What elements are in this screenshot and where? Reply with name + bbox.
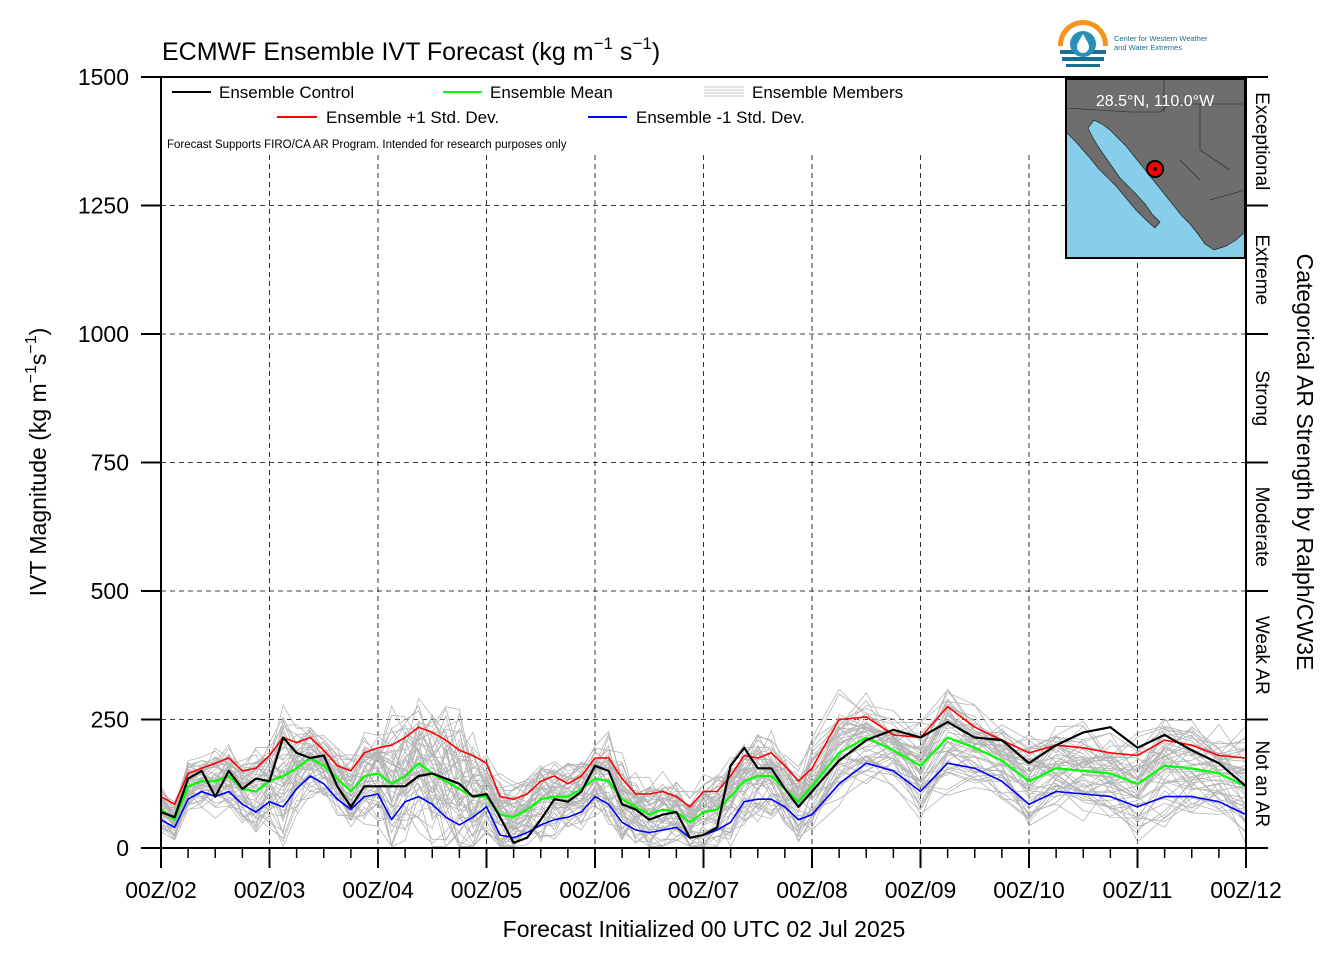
category-label: Strong [1251,370,1272,426]
x-tick-label: 00Z/02 [125,877,197,903]
x-axis-label: Forecast Initialized 00 UTC 02 Jul 2025 [503,916,906,942]
y-tick-label: 500 [91,578,129,604]
category-label: Not an AR [1251,740,1272,827]
logo-text-line1: Center for Western Weather [1114,34,1208,43]
member-line [160,748,1247,847]
y-tick-label: 1000 [78,321,129,347]
grid-lines [161,155,1246,848]
member-line [160,768,1247,848]
inset-map: 28.5°N, 110.0°W [1065,78,1246,259]
legend-label-plus-std: Ensemble +1 Std. Dev. [326,108,499,127]
y-tick-label: 0 [116,835,129,861]
x-tick-label: 00Z/08 [776,877,848,903]
member-line [160,759,1247,848]
x-tick-label: 00Z/06 [559,877,631,903]
series-line-ensemble-1-std-dev- [160,762,1247,839]
series-lines [160,705,1247,845]
logo-text-line2: and Water Extremes [1114,43,1182,52]
right-axis-label: Categorical AR Strength by Ralph/CW3E [1292,254,1318,671]
legend-label-control: Ensemble Control [219,83,354,102]
legend-item-plus-std: Ensemble +1 Std. Dev. [277,108,499,127]
legend-item-minus-std: Ensemble -1 Std. Dev. [588,108,805,127]
series-line-ensemble-control [160,720,1247,845]
y-tick-label: 1500 [78,64,129,90]
legend-label-mean: Ensemble Mean [490,83,613,102]
y-axis-label: IVT Magnitude (kg m−1s−1) [23,328,51,597]
axes: 0 250 500 750 1000 1250 1500 00Z/02 00Z/03 00Z/04… [78,64,1282,903]
member-line [160,725,1247,828]
legend-item-mean: Ensemble Mean [443,83,613,102]
x-tick-label: 00Z/04 [342,877,414,903]
x-tick-label: 00Z/07 [668,877,740,903]
legend-label-members: Ensemble Members [752,83,903,102]
category-label: Moderate [1251,487,1272,567]
member-line [160,693,1247,819]
x-tick-label: 00Z/10 [993,877,1065,903]
series-line-ensemble-mean [160,736,1247,824]
legend-label-minus-std: Ensemble -1 Std. Dev. [636,108,805,127]
member-line [160,729,1247,835]
member-line [160,705,1247,820]
inset-borders [1065,79,1246,201]
y-tick-label: 250 [91,707,129,733]
member-line [160,688,1247,813]
chart-title: ECMWF Ensemble IVT Forecast (kg m−1 s−1) [162,34,660,66]
y-tick-label: 750 [91,450,129,476]
member-line [160,689,1247,811]
y-tick-label: 1250 [78,193,129,219]
series-line-ensemble-1-std-dev- [160,705,1247,808]
x-tick-label: 00Z/11 [1103,877,1173,903]
legend-item-control: Ensemble Control [172,83,354,102]
category-label: Weak AR [1251,616,1272,695]
x-tick-label: 00Z/12 [1210,877,1282,903]
research-note: Forecast Supports FIRO/CA AR Program. In… [167,139,567,151]
member-line [160,730,1247,831]
legend: Ensemble Control Ensemble Mean Ensemble … [163,79,933,154]
inset-location-label: 28.5°N, 110.0°W [1096,93,1215,110]
x-tick-label: 00Z/05 [451,877,523,903]
x-tick-label: 00Z/09 [885,877,957,903]
member-line [160,759,1247,848]
legend-item-members: Ensemble Members [704,83,903,102]
category-label: Extreme [1251,234,1272,305]
category-label: Exceptional [1251,92,1272,190]
x-tick-label: 00Z/03 [234,877,306,903]
cw3e-logo: Center for Western Weather and Water Ext… [1058,20,1208,72]
member-line [160,749,1247,848]
